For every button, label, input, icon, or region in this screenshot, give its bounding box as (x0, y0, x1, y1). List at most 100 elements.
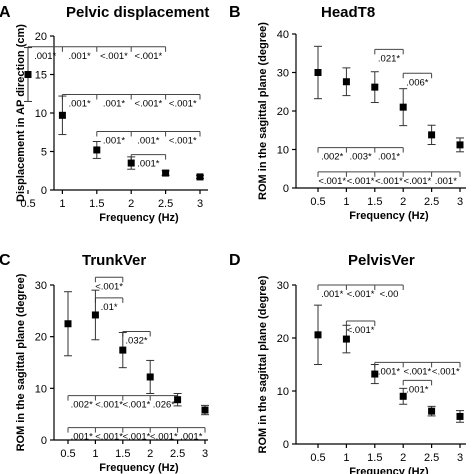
y-tick-label: 20 (35, 332, 47, 344)
data-point (146, 373, 154, 381)
data-point (399, 103, 407, 111)
x-tick-label: 2.5 (424, 452, 439, 464)
y-tick-label: 30 (277, 68, 289, 80)
y-tick-label: 30 (277, 280, 289, 292)
y-tick-label: 10 (35, 108, 47, 120)
p-value-label: <.001* (169, 99, 197, 110)
p-value-label: <.001* (432, 366, 460, 377)
data-point (93, 146, 101, 154)
y-tick-label: 10 (277, 145, 289, 157)
p-value-label: <.001* (347, 289, 375, 300)
x-tick-label: 3 (457, 196, 463, 208)
p-value-label: <.001* (135, 99, 163, 110)
p-value-label: <.001* (375, 176, 403, 187)
p-value-label: .001* (69, 99, 91, 110)
p-value-label: <.001* (318, 176, 346, 187)
y-tick-label: 10 (277, 386, 289, 398)
data-point (201, 406, 209, 414)
data-point (428, 131, 436, 139)
y-axis-label: Displacement in AP direction (cm) (15, 24, 27, 202)
x-tick-label: 0.5 (310, 452, 325, 464)
data-point (456, 412, 464, 420)
data-point (371, 83, 379, 91)
data-point (456, 141, 464, 149)
x-tick-label: 1 (92, 448, 98, 460)
y-tick-label: 20 (277, 106, 289, 118)
p-value-label: <.001* (95, 400, 123, 411)
data-point (174, 396, 182, 404)
x-tick-label: 2.5 (158, 198, 173, 210)
data-point (342, 335, 350, 343)
p-value-label: .001* (103, 99, 125, 110)
data-point (371, 370, 379, 378)
x-axis-label: Frequency (Hz) (99, 462, 179, 474)
p-value-label: <.001* (95, 432, 123, 443)
data-point (91, 311, 99, 319)
data-point (342, 78, 350, 86)
data-point (399, 392, 407, 400)
x-tick-label: 1 (59, 198, 65, 210)
p-value-label: .002* (321, 152, 343, 163)
x-tick-label: 2.5 (424, 196, 439, 208)
p-value-label: <.001* (347, 176, 375, 187)
y-axis-label: ROM in the sagittal plane (degree) (15, 273, 27, 451)
x-tick-label: 1.5 (115, 448, 130, 460)
x-tick-label: 2 (128, 198, 134, 210)
x-axis-label: Frequency (Hz) (349, 210, 429, 222)
y-tick-label: 15 (35, 70, 47, 82)
data-point (64, 320, 72, 328)
x-tick-label: 3 (457, 452, 463, 464)
x-tick-label: 0.5 (60, 448, 75, 460)
data-point (428, 407, 436, 415)
y-tick-label: 0 (283, 439, 289, 451)
y-tick-label: 30 (35, 280, 47, 292)
x-tick-label: 2 (400, 452, 406, 464)
p-value-label: .001* (103, 135, 125, 146)
x-tick-label: 0.5 (20, 198, 35, 210)
panel-label: A (0, 4, 11, 21)
data-point (24, 71, 32, 78)
panel-title: PelvisVer (348, 252, 415, 269)
x-tick-label: 3 (202, 448, 208, 460)
p-value-label: .006* (406, 77, 428, 88)
p-value-label: <.001* (169, 135, 197, 146)
y-tick-label: 0 (283, 183, 289, 195)
p-value-label: .001* (34, 51, 56, 62)
p-value-label: .003* (350, 152, 372, 163)
p-value-label: <.00 (380, 289, 399, 300)
x-tick-label: 2.5 (170, 448, 185, 460)
x-tick-label: 2 (400, 196, 406, 208)
p-value-label: <.001* (100, 51, 128, 62)
x-axis-label: Frequency (Hz) (99, 212, 179, 224)
p-value-label: <.001* (123, 432, 151, 443)
p-value-label: .001* (406, 384, 428, 395)
data-point (58, 111, 66, 119)
p-value-label: <.001* (404, 176, 432, 187)
panel-label: D (229, 252, 241, 269)
p-value-label: .001* (378, 366, 400, 377)
panel-title: Pelvic displacement (66, 4, 209, 21)
y-tick-label: 0 (41, 185, 47, 197)
y-tick-label: 20 (35, 31, 47, 43)
p-value-label: <.001* (95, 281, 123, 292)
panel-title: TrunkVer (82, 252, 146, 269)
panel-title: HeadT8 (321, 4, 375, 21)
data-point (119, 346, 127, 354)
p-value-label: .001* (435, 176, 457, 187)
y-tick-label: 20 (277, 333, 289, 345)
p-value-label: .001* (378, 152, 400, 163)
p-value-label: .001* (321, 289, 343, 300)
x-tick-label: 1 (343, 196, 349, 208)
panel-label: B (229, 4, 241, 21)
p-value-label: .001* (137, 135, 159, 146)
p-value-label: .021* (378, 53, 400, 64)
panel-label: C (0, 252, 11, 269)
p-value-label: .001* (137, 159, 159, 170)
x-tick-label: 1 (343, 452, 349, 464)
y-axis-label: ROM in the sagittal plane (degree) (257, 22, 269, 200)
x-tick-label: 3 (197, 198, 203, 210)
y-tick-label: 40 (277, 29, 289, 41)
p-value-label: .01* (101, 302, 118, 313)
p-value-label: <.001* (135, 51, 163, 62)
